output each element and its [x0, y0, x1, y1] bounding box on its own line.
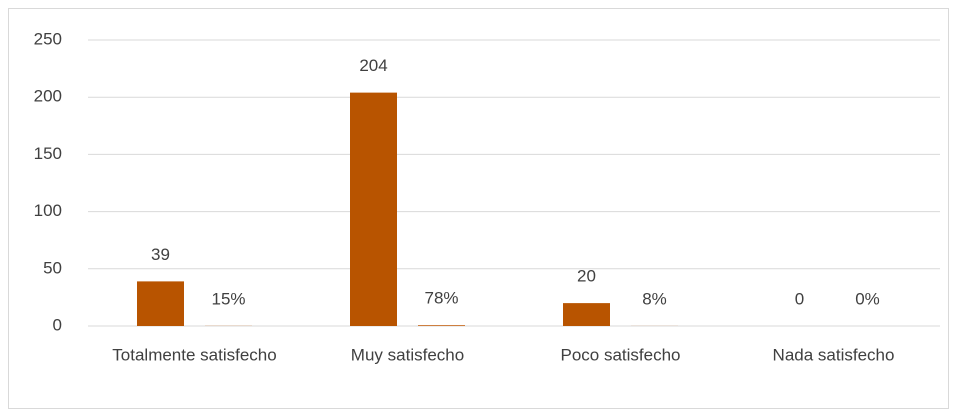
data-label: 0%	[855, 289, 880, 308]
data-label: 0	[795, 289, 804, 308]
x-tick-label: Totalmente satisfecho	[112, 345, 276, 364]
data-label: 78%	[424, 289, 458, 308]
data-label: 20	[577, 267, 596, 286]
y-tick-label: 250	[34, 29, 62, 48]
bar	[418, 325, 465, 326]
x-tick-label: Poco satisfecho	[560, 345, 680, 364]
bar	[563, 303, 610, 326]
x-tick-label: Muy satisfecho	[351, 345, 464, 364]
data-label: 8%	[642, 289, 667, 308]
x-tick-label: Nada satisfecho	[773, 345, 895, 364]
data-label: 15%	[211, 289, 245, 308]
y-tick-label: 50	[43, 258, 62, 277]
y-tick-label: 0	[53, 315, 62, 334]
data-label: 204	[359, 56, 387, 75]
data-label: 39	[151, 245, 170, 264]
chart-border	[8, 8, 949, 409]
bar	[137, 281, 184, 326]
y-tick-label: 150	[34, 144, 62, 163]
bar	[350, 92, 397, 327]
y-tick-label: 200	[34, 87, 62, 106]
y-tick-label: 100	[34, 201, 62, 220]
